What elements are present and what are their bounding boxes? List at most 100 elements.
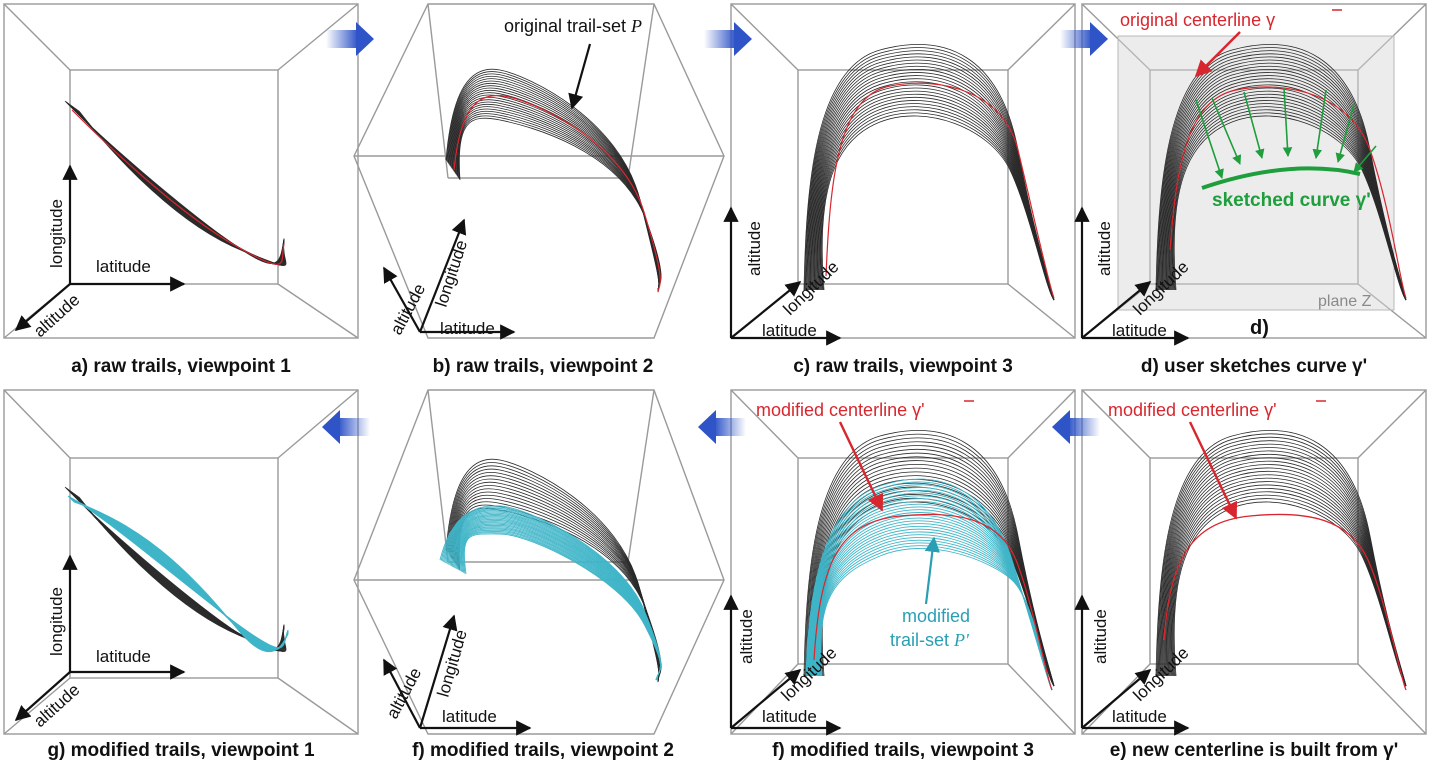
- trail-c: [820, 109, 1055, 301]
- flow-arrow-c-d: [1060, 22, 1108, 56]
- axis-label-alt-d: altitude: [1095, 221, 1114, 276]
- caption-a: a) raw trails, viewpoint 1: [71, 356, 291, 377]
- trail-a: [67, 102, 285, 264]
- trail-a: [76, 108, 285, 266]
- trail-b: [458, 117, 662, 293]
- arrow-original-centerline: [1194, 31, 1241, 78]
- box-b: [353, 3, 725, 339]
- arrow-modified-trail-set: [924, 536, 940, 605]
- trail-c: [816, 93, 1055, 301]
- trail-b: [452, 92, 660, 293]
- trail-e: [1173, 501, 1407, 687]
- trail-f3: [820, 497, 1055, 687]
- trail-e: [1171, 491, 1407, 687]
- trail-g: [78, 496, 287, 652]
- trail-f3: [813, 467, 1055, 687]
- trail-a: [77, 109, 286, 266]
- arrow-original-trail-set: [568, 43, 592, 110]
- trail-c: [815, 87, 1055, 301]
- box-e: [1081, 389, 1427, 735]
- trail-b: [457, 113, 662, 293]
- trail-a: [65, 101, 285, 264]
- modified-centerline-e: [1163, 513, 1407, 691]
- axis-label-lat-g: latitude: [96, 647, 151, 666]
- caption-b: b) raw trails, viewpoint 2: [432, 356, 654, 377]
- trail-e: [1172, 498, 1407, 687]
- trail-a: [78, 110, 287, 266]
- axis-label-lon-a: longitude: [47, 199, 66, 268]
- axes-f2: [383, 614, 532, 736]
- trail-b: [452, 94, 660, 293]
- axis-label-lat-c: latitude: [762, 321, 817, 340]
- axis-label-alt-f3: altitude: [737, 609, 756, 664]
- centerline-d: [1169, 86, 1407, 299]
- caption-c: c) raw trails, viewpoint 3: [793, 356, 1013, 377]
- label-modified-trail-set-1: modified: [902, 606, 970, 626]
- label-sketched-curve: sketched curve γ': [1212, 190, 1371, 211]
- trail-e: [1170, 487, 1407, 687]
- flow-arrow-b-c: [704, 22, 752, 56]
- label-plane-z: plane Z: [1318, 293, 1372, 310]
- trail-a: [73, 107, 285, 266]
- trail-a: [69, 104, 285, 265]
- trail-e: [1172, 494, 1407, 687]
- caption-e: e) new centerline is built from γ': [1109, 740, 1399, 761]
- caption-d: d) user sketches curve γ': [1140, 356, 1368, 377]
- axes-e: [1074, 594, 1190, 736]
- caption-f3: f) modified trails, viewpoint 3: [772, 740, 1034, 761]
- trail-a: [71, 105, 285, 265]
- box-a: [3, 3, 359, 339]
- trail-a: [72, 106, 285, 265]
- axis-labels: latitude longitude altitude latitude lon…: [30, 199, 1192, 731]
- trail-a: [75, 108, 285, 266]
- axis-label-alt-b: altitude: [387, 281, 430, 338]
- trail-a: [77, 110, 286, 266]
- axis-label-alt-f2: altitude: [383, 665, 426, 722]
- modified-trail-g: [73, 501, 289, 653]
- label-modified-centerline-e: modified centerline γ': [1108, 400, 1277, 420]
- caption-f2: f) modified trails, viewpoint 2: [412, 740, 674, 761]
- flow-arrow-e-f3: [1052, 410, 1100, 444]
- modified-trail-f2: [463, 533, 661, 681]
- axes-b: [383, 218, 516, 340]
- axis-label-lat-e: latitude: [1112, 707, 1167, 726]
- trail-a: [64, 100, 285, 264]
- trail-b: [458, 115, 662, 293]
- axis-label-alt-e: altitude: [1091, 609, 1110, 664]
- label-modified-centerline: modified centerline γ': [756, 400, 925, 420]
- axis-label-lon-b: longitude: [432, 238, 471, 310]
- trail-c: [818, 103, 1055, 301]
- trail-b: [455, 103, 661, 293]
- axis-label-lat-a: latitude: [96, 257, 151, 276]
- trail-c: [821, 112, 1055, 301]
- label-original-trail-set: original trail-set P: [504, 16, 642, 36]
- modified-trail-g: [70, 498, 289, 650]
- trail-b: [454, 99, 660, 293]
- trail-a: [70, 104, 285, 265]
- flow-arrow-f3-f2: [698, 410, 746, 444]
- axis-label-alt-c: altitude: [745, 221, 764, 276]
- trail-a: [66, 101, 285, 264]
- axis-label-lat-f3: latitude: [762, 707, 817, 726]
- box-f3: [730, 389, 1076, 735]
- annotations: original trail-set P original centerline…: [504, 9, 1377, 650]
- trail-b: [453, 97, 660, 293]
- centerline-a: [71, 109, 285, 265]
- label-original-centerline: original centerline γ: [1120, 10, 1275, 30]
- axes-f3: [723, 594, 842, 736]
- trail-a: [72, 106, 285, 265]
- trail-c: [819, 106, 1055, 301]
- trail-c: [818, 100, 1055, 301]
- flow-arrow-a-b: [326, 22, 374, 56]
- trail-b: [454, 101, 661, 293]
- trail-bundles: [64, 44, 1407, 691]
- axis-label-alt-a: altitude: [30, 290, 83, 341]
- flow-arrows: [322, 22, 1108, 444]
- arrow-modified-centerline: [838, 421, 884, 512]
- flow-arrow-f2-g: [322, 410, 370, 444]
- trail-c: [821, 115, 1055, 301]
- modified-centerline-f3: [813, 513, 1053, 691]
- axis-triads: [14, 164, 1190, 736]
- axis-label-lon-g: longitude: [47, 587, 66, 656]
